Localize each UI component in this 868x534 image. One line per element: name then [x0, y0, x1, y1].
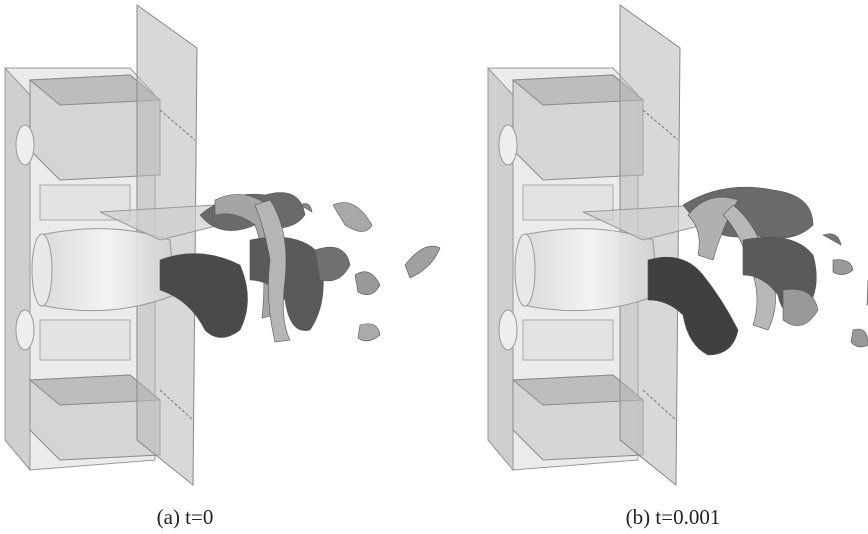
panel-caption: (a) t=0	[157, 505, 214, 529]
figure: (a) t=0 (b) t=0.001	[0, 0, 868, 534]
panel-a-render	[5, 5, 440, 485]
panel-b-render	[488, 5, 868, 485]
panel-caption: (b) t=0.001	[626, 505, 721, 529]
vortex-structures	[160, 193, 440, 343]
